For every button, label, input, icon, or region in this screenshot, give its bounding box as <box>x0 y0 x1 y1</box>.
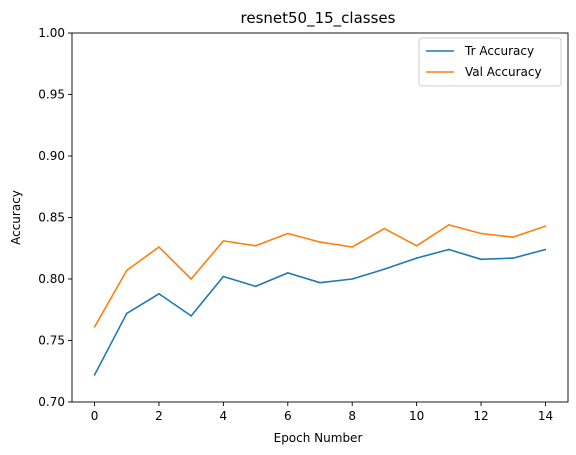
legend: Tr Accuracy Val Accuracy <box>418 37 562 87</box>
y-tick-label: 0.95 <box>38 88 65 102</box>
y-tick-label: 0.85 <box>38 211 65 225</box>
x-tick-label: 4 <box>220 409 228 423</box>
data-point-val-accuracy <box>512 236 515 238</box>
data-point-tr-accuracy <box>93 374 96 376</box>
y-axis-label: Accuracy <box>9 190 23 245</box>
data-point-val-accuracy <box>222 240 225 242</box>
x-tick-label: 10 <box>409 409 424 423</box>
data-point-tr-accuracy <box>351 278 354 280</box>
data-point-tr-accuracy <box>190 315 192 317</box>
y-tick-label: 1.00 <box>38 26 65 40</box>
data-point-val-accuracy <box>415 244 418 247</box>
data-point-val-accuracy <box>383 227 386 230</box>
data-point-tr-accuracy <box>254 285 257 288</box>
legend-label-tr-accuracy: Tr Accuracy <box>464 44 534 58</box>
data-point-tr-accuracy <box>222 275 225 278</box>
data-point-tr-accuracy <box>544 248 547 251</box>
series-layer <box>93 224 547 376</box>
data-point-val-accuracy <box>254 244 257 247</box>
legend-label-val-accuracy: Val Accuracy <box>465 65 542 79</box>
plot-area <box>72 33 568 402</box>
y-tick-label: 0.90 <box>38 149 65 163</box>
data-point-val-accuracy <box>351 246 354 248</box>
data-point-val-accuracy <box>125 269 128 272</box>
data-point-tr-accuracy <box>158 292 160 295</box>
data-point-tr-accuracy <box>383 268 386 270</box>
data-point-val-accuracy <box>190 278 192 280</box>
data-point-tr-accuracy <box>319 281 321 284</box>
data-point-tr-accuracy <box>286 272 289 274</box>
data-point-tr-accuracy <box>448 248 450 251</box>
x-tick-label: 6 <box>284 409 292 423</box>
x-tick-label: 14 <box>538 409 553 423</box>
data-point-val-accuracy <box>448 224 450 226</box>
axes-layer: 0 2 4 6 8 10 12 14 0.70 0.75 0.80 0.85 0.90 0.95 1.00 <box>38 26 553 423</box>
x-tick-label: 12 <box>473 409 488 423</box>
data-point-tr-accuracy <box>480 258 482 261</box>
x-tick-label: 2 <box>155 409 163 423</box>
data-point-val-accuracy <box>319 241 321 243</box>
data-point-tr-accuracy <box>415 257 418 259</box>
data-point-val-accuracy <box>544 225 547 227</box>
plot-frame <box>71 32 569 403</box>
x-tick-label: 8 <box>348 409 356 423</box>
data-point-val-accuracy <box>286 232 289 235</box>
y-tick-label: 0.75 <box>38 334 65 348</box>
data-point-tr-accuracy <box>512 257 515 259</box>
y-tick-label: 0.80 <box>38 272 65 286</box>
data-point-val-accuracy <box>480 232 482 235</box>
legend-box <box>418 37 562 87</box>
chart-title: resnet50_15_classes <box>241 9 396 28</box>
data-point-tr-accuracy <box>125 312 128 315</box>
x-axis-label: Epoch Number <box>274 431 363 445</box>
x-tick-label: 0 <box>91 409 99 423</box>
data-point-val-accuracy <box>158 246 160 248</box>
y-tick-label: 0.70 <box>38 395 65 409</box>
data-point-val-accuracy <box>93 326 96 328</box>
